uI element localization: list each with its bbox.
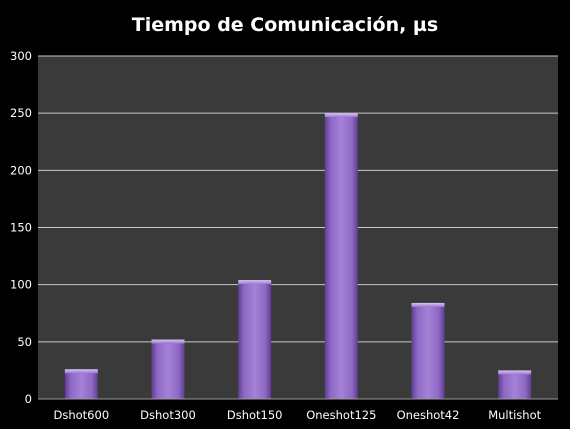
bar-body bbox=[411, 302, 445, 399]
bars bbox=[64, 113, 532, 400]
x-tick-label: Oneshot42 bbox=[397, 408, 460, 422]
bar bbox=[411, 302, 445, 399]
y-tick-label: 300 bbox=[10, 49, 32, 63]
gridlines bbox=[38, 55, 558, 343]
bar-cap bbox=[64, 369, 98, 374]
x-tick-label: Dshot600 bbox=[54, 408, 110, 422]
x-axis: Dshot600 Dshot300 Dshot150 Oneshot125 Onesho… bbox=[38, 398, 558, 422]
bar bbox=[151, 339, 185, 399]
y-axis: 0 50 100 150 200 250 300 bbox=[10, 49, 32, 406]
y-tick-label: 50 bbox=[17, 335, 32, 349]
bar bbox=[324, 113, 358, 400]
bar bbox=[238, 280, 272, 399]
bar-body bbox=[238, 280, 272, 399]
y-tick-label: 150 bbox=[10, 221, 32, 235]
x-tick-label: Dshot300 bbox=[140, 408, 196, 422]
y-tick-label: 0 bbox=[25, 392, 32, 406]
bar-cap bbox=[151, 339, 185, 344]
bar-body bbox=[151, 339, 185, 399]
bar-body bbox=[64, 369, 98, 399]
y-tick-label: 250 bbox=[10, 106, 32, 120]
x-tick-label: Dshot150 bbox=[227, 408, 283, 422]
bar-cap bbox=[411, 302, 445, 307]
bar-body bbox=[498, 370, 532, 399]
bar bbox=[64, 369, 98, 399]
y-tick-label: 100 bbox=[10, 278, 32, 292]
x-tick-label: Oneshot125 bbox=[306, 408, 376, 422]
bar bbox=[498, 370, 532, 399]
bar-cap bbox=[324, 113, 358, 118]
bar-cap bbox=[498, 370, 532, 375]
y-tick-label: 200 bbox=[10, 163, 32, 177]
x-tick-label: Multishot bbox=[488, 408, 541, 422]
bar-body bbox=[324, 113, 358, 400]
chart-title: Tiempo de Comunicación, µs bbox=[132, 14, 438, 36]
bar-cap bbox=[238, 280, 272, 285]
